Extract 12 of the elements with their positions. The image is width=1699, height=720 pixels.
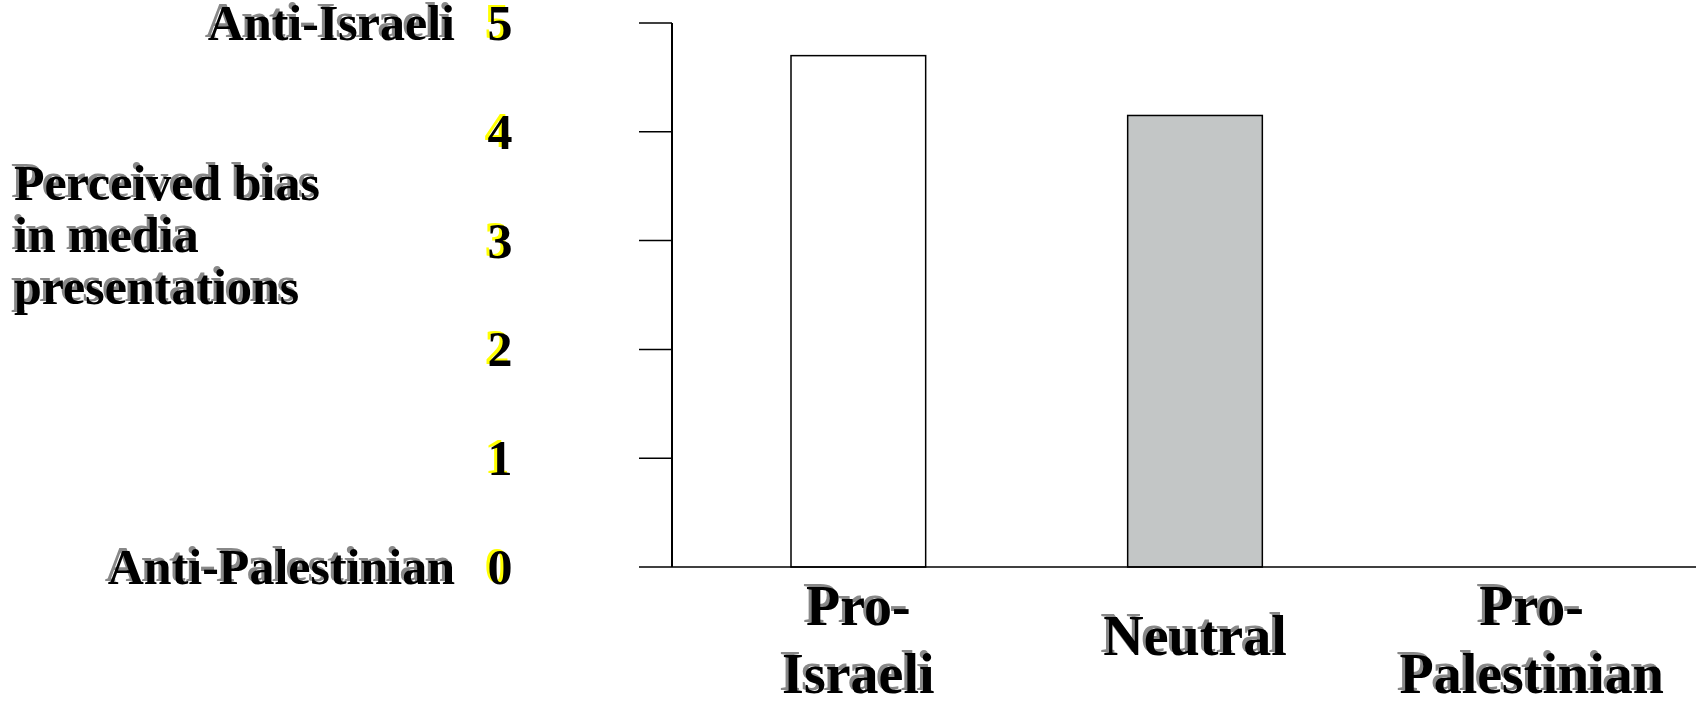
x-tick-label: Pro-Palestinian (1399, 575, 1664, 705)
y-tick-label: 5 (487, 0, 513, 51)
text: Anti-Israeli (207, 0, 456, 51)
x-tick-label: Pro-Israeli (782, 575, 935, 705)
text: Anti-Palestinian (107, 539, 456, 595)
x-tick-label: Neutral (1103, 605, 1287, 667)
y-tick-label: 1 (487, 430, 513, 487)
y-tick-label: 4 (487, 103, 513, 160)
y-tick-label: 2 (487, 321, 513, 378)
y-tick-label: 0 (487, 539, 513, 595)
y-axis-title: Perceived bias in media presentations (14, 155, 320, 315)
y-tick-label: 3 (487, 212, 513, 269)
